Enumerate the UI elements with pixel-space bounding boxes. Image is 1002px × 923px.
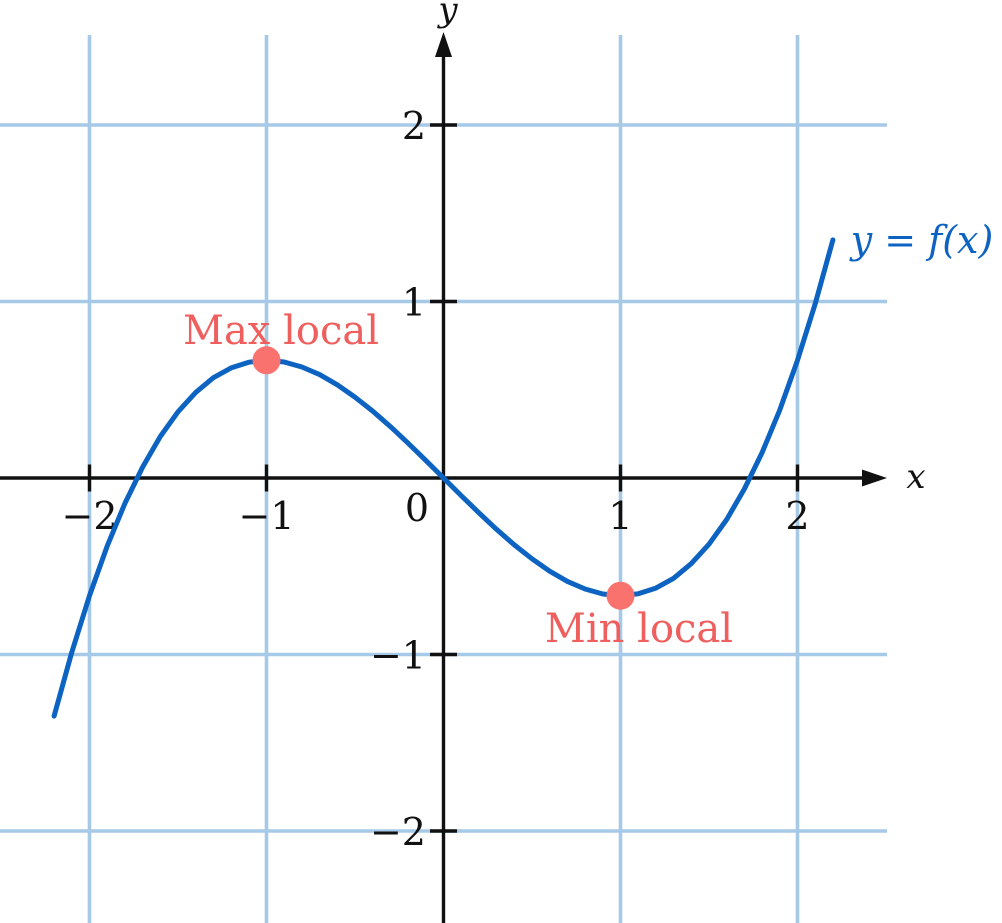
x-tick-label: 2	[785, 494, 809, 538]
x-tick-label: −2	[61, 494, 117, 538]
y-tick-label: 2	[402, 104, 426, 148]
max-local-label: Max local	[183, 308, 379, 354]
min-local-label: Min local	[544, 606, 734, 652]
y-axis-label: y	[438, 0, 458, 30]
min-local-point	[606, 581, 635, 610]
function-curve	[51, 237, 836, 719]
y-tick-label: −1	[370, 634, 426, 678]
y-tick-label: −2	[370, 810, 426, 854]
origin-label: 0	[405, 486, 429, 530]
curve-label: y = f(x)	[850, 218, 994, 262]
y-axis-arrow-icon	[435, 32, 452, 57]
x-tick-label: 1	[608, 494, 632, 538]
x-axis-arrow-icon	[862, 469, 887, 487]
y-tick-label: 1	[402, 281, 426, 325]
max-local-point	[252, 346, 281, 375]
x-tick-label: −1	[238, 494, 294, 538]
x-axis-label: x	[906, 457, 926, 497]
